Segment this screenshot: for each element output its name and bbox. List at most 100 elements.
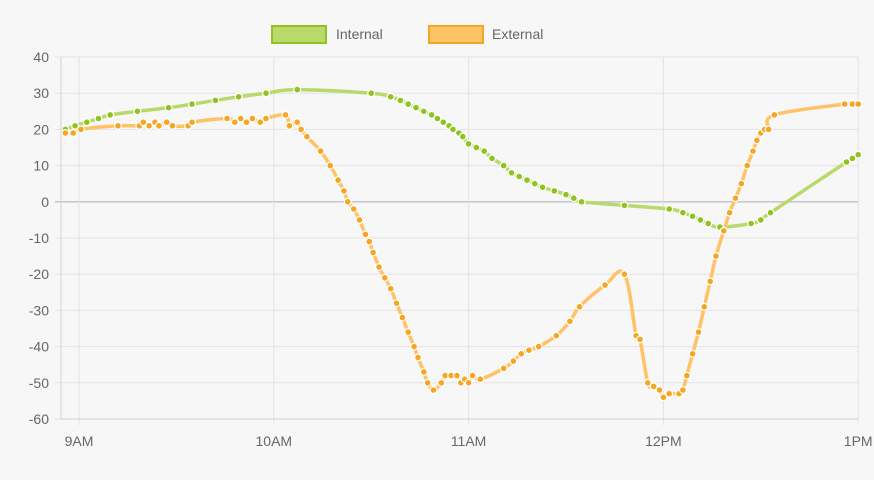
data-point-external[interactable] bbox=[293, 118, 302, 127]
data-point-internal[interactable] bbox=[433, 114, 442, 123]
data-point-external[interactable] bbox=[509, 357, 518, 366]
data-point-external[interactable] bbox=[635, 335, 644, 344]
data-point-external[interactable] bbox=[230, 118, 239, 127]
legend-label-external[interactable]: External bbox=[492, 26, 543, 42]
data-point-external[interactable] bbox=[223, 114, 232, 123]
data-point-external[interactable] bbox=[706, 277, 715, 286]
data-point-external[interactable] bbox=[334, 176, 343, 185]
data-point-external[interactable] bbox=[423, 378, 432, 387]
legend-swatch-internal[interactable] bbox=[271, 25, 327, 44]
data-point-external[interactable] bbox=[398, 313, 407, 322]
data-point-external[interactable] bbox=[316, 147, 325, 156]
data-point-external[interactable] bbox=[369, 248, 378, 257]
data-point-internal[interactable] bbox=[94, 114, 103, 123]
data-point-external[interactable] bbox=[655, 386, 664, 395]
data-point-external[interactable] bbox=[700, 302, 709, 311]
data-point-external[interactable] bbox=[437, 378, 446, 387]
data-point-external[interactable] bbox=[725, 208, 734, 217]
data-point-internal[interactable] bbox=[507, 168, 516, 177]
data-point-external[interactable] bbox=[711, 252, 720, 261]
data-point-external[interactable] bbox=[600, 281, 609, 290]
data-point-external[interactable] bbox=[575, 302, 584, 311]
data-point-internal[interactable] bbox=[522, 176, 531, 185]
data-point-external[interactable] bbox=[188, 118, 197, 127]
data-point-internal[interactable] bbox=[665, 205, 674, 214]
data-point-internal[interactable] bbox=[848, 154, 857, 163]
data-point-external[interactable] bbox=[694, 328, 703, 337]
data-point-external[interactable] bbox=[748, 147, 757, 156]
data-point-internal[interactable] bbox=[386, 92, 395, 101]
data-point-external[interactable] bbox=[61, 129, 70, 138]
data-point-internal[interactable] bbox=[472, 143, 481, 152]
data-point-external[interactable] bbox=[154, 121, 163, 130]
data-point-external[interactable] bbox=[242, 118, 251, 127]
data-point-external[interactable] bbox=[719, 226, 728, 235]
data-point-external[interactable] bbox=[69, 129, 78, 138]
data-point-external[interactable] bbox=[365, 237, 374, 246]
legend-swatch-external[interactable] bbox=[428, 25, 484, 44]
data-point-external[interactable] bbox=[414, 353, 423, 362]
data-point-external[interactable] bbox=[236, 114, 245, 123]
data-point-external[interactable] bbox=[392, 299, 401, 308]
data-point-internal[interactable] bbox=[133, 107, 142, 116]
data-point-external[interactable] bbox=[139, 118, 148, 127]
data-point-internal[interactable] bbox=[464, 139, 473, 148]
data-point-external[interactable] bbox=[361, 230, 370, 239]
data-point-internal[interactable] bbox=[488, 154, 497, 163]
data-point-internal[interactable] bbox=[561, 190, 570, 199]
data-point-external[interactable] bbox=[649, 382, 658, 391]
data-point-internal[interactable] bbox=[82, 118, 91, 127]
data-point-external[interactable] bbox=[678, 386, 687, 395]
data-point-external[interactable] bbox=[281, 110, 290, 119]
data-point-internal[interactable] bbox=[515, 172, 524, 181]
data-point-internal[interactable] bbox=[449, 125, 458, 134]
data-point-internal[interactable] bbox=[211, 96, 220, 105]
data-point-external[interactable] bbox=[162, 118, 171, 127]
data-point-internal[interactable] bbox=[412, 103, 421, 112]
data-point-internal[interactable] bbox=[842, 158, 851, 167]
data-point-external[interactable] bbox=[375, 263, 384, 272]
data-point-external[interactable] bbox=[419, 367, 428, 376]
legend-label-internal[interactable]: Internal bbox=[336, 26, 383, 42]
data-point-internal[interactable] bbox=[696, 215, 705, 224]
data-point-external[interactable] bbox=[76, 125, 85, 134]
data-point-external[interactable] bbox=[145, 121, 154, 130]
data-point-external[interactable] bbox=[764, 125, 773, 134]
data-point-internal[interactable] bbox=[747, 219, 756, 228]
data-point-external[interactable] bbox=[168, 121, 177, 130]
data-point-external[interactable] bbox=[688, 349, 697, 358]
data-point-internal[interactable] bbox=[106, 110, 115, 119]
data-point-internal[interactable] bbox=[550, 186, 559, 195]
data-point-internal[interactable] bbox=[538, 183, 547, 192]
data-point-external[interactable] bbox=[297, 125, 306, 134]
data-point-internal[interactable] bbox=[704, 219, 713, 228]
data-point-internal[interactable] bbox=[419, 107, 428, 116]
data-point-external[interactable] bbox=[743, 161, 752, 170]
data-point-external[interactable] bbox=[429, 386, 438, 395]
data-point-external[interactable] bbox=[256, 118, 265, 127]
data-point-internal[interactable] bbox=[439, 118, 448, 127]
data-point-internal[interactable] bbox=[678, 208, 687, 217]
data-point-external[interactable] bbox=[731, 194, 740, 203]
data-point-internal[interactable] bbox=[480, 147, 489, 156]
data-point-external[interactable] bbox=[349, 205, 358, 214]
data-point-internal[interactable] bbox=[499, 161, 508, 170]
data-point-external[interactable] bbox=[476, 375, 485, 384]
data-point-external[interactable] bbox=[339, 186, 348, 195]
data-point-external[interactable] bbox=[665, 389, 674, 398]
data-point-external[interactable] bbox=[302, 132, 311, 141]
data-point-external[interactable] bbox=[404, 328, 413, 337]
data-point-external[interactable] bbox=[326, 161, 335, 170]
data-point-internal[interactable] bbox=[688, 212, 697, 221]
data-point-external[interactable] bbox=[770, 110, 779, 119]
data-point-external[interactable] bbox=[113, 121, 122, 130]
data-point-internal[interactable] bbox=[569, 194, 578, 203]
data-point-external[interactable] bbox=[534, 342, 543, 351]
data-point-internal[interactable] bbox=[396, 96, 405, 105]
data-point-internal[interactable] bbox=[756, 215, 765, 224]
data-point-external[interactable] bbox=[620, 270, 629, 279]
data-point-external[interactable] bbox=[565, 317, 574, 326]
data-point-internal[interactable] bbox=[766, 208, 775, 217]
data-point-external[interactable] bbox=[343, 197, 352, 206]
data-point-internal[interactable] bbox=[458, 132, 467, 141]
